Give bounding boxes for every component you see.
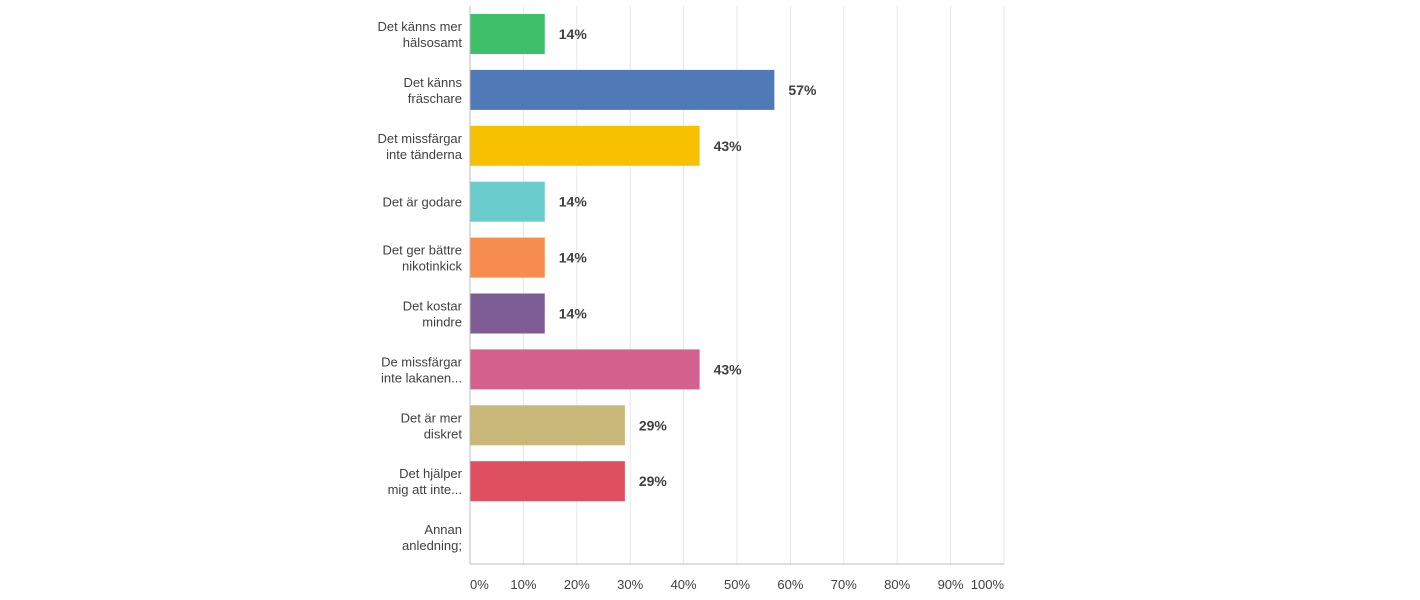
- x-tick-label: 70%: [831, 577, 857, 592]
- bar: [470, 461, 625, 502]
- value-labels: 14% 57% 43% 14% 14% 14% 43% 29% 29%: [559, 26, 817, 489]
- value-label: 29%: [639, 473, 668, 489]
- value-label: 43%: [714, 361, 743, 377]
- x-tick-label: 80%: [884, 577, 910, 592]
- category-labels: Det känns mer hälsosamt Det känns fräschare…: [377, 19, 462, 553]
- bar: [470, 14, 545, 54]
- x-tick-label: 100%: [971, 577, 1005, 592]
- x-tick-label: 20%: [564, 577, 590, 592]
- x-tick-label: 10%: [510, 577, 536, 592]
- x-tick-label: 90%: [938, 577, 964, 592]
- x-tick-label: 50%: [724, 577, 750, 592]
- x-tick-label: 60%: [777, 577, 803, 592]
- category-label: Det hjälper mig att inte...: [388, 466, 463, 497]
- value-label: 43%: [714, 138, 743, 154]
- value-label: 14%: [559, 194, 588, 210]
- value-label: 29%: [639, 417, 668, 433]
- bars: [470, 14, 775, 502]
- bar: [470, 349, 700, 390]
- value-label: 14%: [559, 306, 588, 322]
- bar: [470, 69, 775, 110]
- value-label: 57%: [788, 82, 817, 98]
- category-label: De missfärgar inte lakanen...: [381, 354, 463, 385]
- value-label: 14%: [559, 26, 588, 42]
- bar: [470, 125, 700, 166]
- x-axis: 0% 10% 20% 30% 40% 50% 60% 70% 80% 90% 100%: [469, 6, 1005, 592]
- category-label: Det är mer diskret: [401, 410, 463, 441]
- category-label: Det är godare: [383, 195, 463, 210]
- bar: [470, 181, 545, 222]
- x-tick-label: 30%: [617, 577, 643, 592]
- x-tick-label: 40%: [671, 577, 697, 592]
- category-label: Det känns mer hälsosamt: [377, 19, 462, 50]
- bar: [470, 293, 545, 334]
- category-label: Det ger bättre nikotinkick: [383, 243, 463, 274]
- category-label: Det känns fräschare: [403, 75, 462, 106]
- category-label: Det missfärgar inte tänderna: [377, 131, 462, 162]
- category-label: Annan anledning;: [402, 522, 462, 553]
- category-label: Det kostar mindre: [403, 299, 463, 330]
- bar: [470, 405, 625, 446]
- value-label: 14%: [559, 250, 588, 266]
- x-tick-label: 0%: [470, 577, 489, 592]
- bar: [470, 237, 545, 278]
